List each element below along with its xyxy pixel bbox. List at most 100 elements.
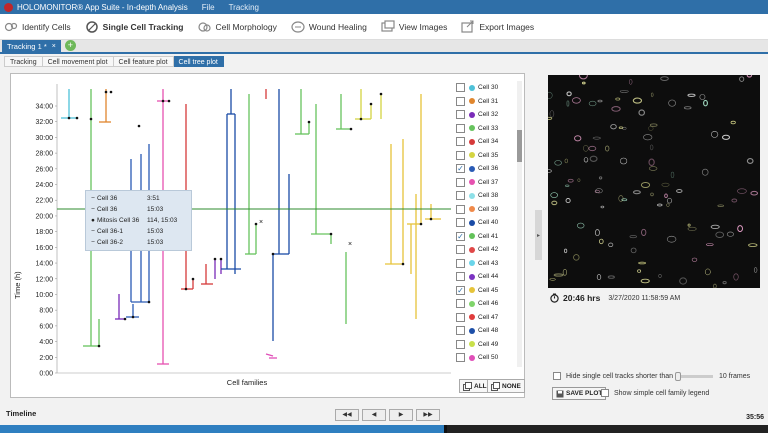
close-tab-icon[interactable]: × xyxy=(51,42,56,50)
subtab-cell-movement-plot[interactable]: Cell movement plot xyxy=(42,56,114,67)
legend-color-swatch xyxy=(469,138,475,145)
menu-tracking[interactable]: Tracking xyxy=(228,2,259,12)
legend-checkbox[interactable] xyxy=(456,204,465,214)
skip-to-end-button[interactable]: ▶▶ xyxy=(416,409,440,421)
image-time-info: 20:46 hrs 3/27/2020 11:58:59 AM xyxy=(550,293,680,303)
panel-collapse-handle[interactable]: ▸ xyxy=(535,210,542,260)
legend-checkbox[interactable] xyxy=(456,339,465,349)
legend-item-cell-42[interactable]: Cell 42 xyxy=(456,243,514,257)
cell-outline xyxy=(583,157,589,163)
microscopy-image[interactable] xyxy=(548,75,760,288)
legend-item-cell-49[interactable]: Cell 49 xyxy=(456,338,514,352)
wound-healing-label: Wound Healing xyxy=(308,21,367,32)
select-all-button[interactable]: ALL xyxy=(459,379,491,393)
legend-item-cell-35[interactable]: Cell 35 xyxy=(456,149,514,163)
legend-item-cell-41[interactable]: ▷✓Cell 41 xyxy=(456,230,514,244)
cell-outline xyxy=(597,99,603,103)
legend-checkbox[interactable] xyxy=(456,326,465,336)
identify-cells-button[interactable]: Identify Cells xyxy=(4,20,71,34)
cell-outline xyxy=(620,157,628,165)
cell-outline xyxy=(565,198,571,204)
cell-morphology-icon xyxy=(197,20,212,34)
legend-item-cell-39[interactable]: Cell 39 xyxy=(456,203,514,217)
legend-item-cell-47[interactable]: ▷Cell 47 xyxy=(456,311,514,325)
legend-checkbox[interactable] xyxy=(456,177,465,187)
legend-checkbox[interactable] xyxy=(456,137,465,147)
legend-scroll-thumb[interactable] xyxy=(517,130,522,162)
add-tab-button[interactable]: + xyxy=(64,40,76,51)
document-tab-bar: Tracking 1 * × + xyxy=(0,40,768,54)
identify-cells-label: Identify Cells xyxy=(22,21,71,32)
legend-checkbox[interactable] xyxy=(456,191,465,201)
legend-checkbox[interactable] xyxy=(456,150,465,160)
subtab-cell-tree-plot[interactable]: Cell tree plot xyxy=(173,56,224,67)
mitosis-marker xyxy=(131,315,135,319)
legend-checkbox[interactable] xyxy=(456,299,465,309)
wound-healing-button[interactable]: Wound Healing xyxy=(291,20,367,34)
menu-file[interactable]: File xyxy=(201,2,215,12)
legend-item-cell-37[interactable]: Cell 37 xyxy=(456,176,514,190)
legend-checkbox[interactable] xyxy=(456,110,465,120)
cell-family-branch xyxy=(265,353,277,359)
cell-outline xyxy=(710,224,720,230)
legend-item-cell-45[interactable]: ▷✓Cell 45 xyxy=(456,284,514,298)
legend-item-cell-48[interactable]: Cell 48 xyxy=(456,324,514,338)
legend-label: Cell 35 xyxy=(478,151,499,159)
legend-checkbox[interactable] xyxy=(456,123,465,133)
subtab-tracking[interactable]: Tracking xyxy=(4,56,43,67)
legend-label: Cell 49 xyxy=(478,340,499,348)
tab-tracking-1[interactable]: Tracking 1 * × xyxy=(2,40,61,52)
legend-item-cell-31[interactable]: Cell 31 xyxy=(456,95,514,109)
legend-item-cell-34[interactable]: Cell 34 xyxy=(456,135,514,149)
legend-item-cell-36[interactable]: ▷✓Cell 36 xyxy=(456,162,514,176)
cell-outline xyxy=(610,124,617,130)
legend-checkbox[interactable]: ✓ xyxy=(456,285,465,295)
legend-checkbox[interactable]: ✓ xyxy=(456,164,465,174)
cell-morphology-button[interactable]: Cell Morphology xyxy=(197,20,277,34)
legend-checkbox[interactable]: ✓ xyxy=(456,231,465,241)
legend-item-cell-50[interactable]: Cell 50 xyxy=(456,351,514,365)
cell-outline xyxy=(717,204,724,207)
legend-checkbox[interactable] xyxy=(456,245,465,255)
legend-item-cell-43[interactable]: Cell 43 xyxy=(456,257,514,271)
mitosis-marker xyxy=(75,116,79,120)
legend-checkbox[interactable] xyxy=(456,258,465,268)
select-none-button[interactable]: NONE xyxy=(487,379,525,393)
legend-checkbox[interactable] xyxy=(456,312,465,322)
simple-legend-checkbox[interactable] xyxy=(601,389,609,397)
legend-checkbox[interactable] xyxy=(456,83,465,93)
export-images-button[interactable]: Export Images xyxy=(461,20,534,34)
slider-knob[interactable] xyxy=(675,371,681,381)
cell-outline xyxy=(605,145,610,152)
legend-label: Cell 45 xyxy=(478,286,499,294)
legend-scrollbar[interactable] xyxy=(517,81,522,367)
legend-checkbox[interactable] xyxy=(456,96,465,106)
view-images-button[interactable]: View Images xyxy=(381,19,447,34)
legend-checkbox[interactable] xyxy=(456,353,465,363)
legend-item-cell-44[interactable]: Cell 44 xyxy=(456,270,514,284)
legend-color-swatch xyxy=(469,273,475,280)
legend-item-cell-32[interactable]: Cell 32 xyxy=(456,108,514,122)
step-forward-button[interactable]: ▶ xyxy=(389,409,413,421)
legend-color-swatch xyxy=(469,98,475,105)
legend-item-cell-33[interactable]: Cell 33 xyxy=(456,122,514,136)
mitosis-marker xyxy=(219,257,223,261)
mitosis-marker xyxy=(147,300,151,304)
single-cell-tracking-button[interactable]: Single Cell Tracking xyxy=(85,20,183,34)
step-back-button[interactable]: ◀ xyxy=(362,409,386,421)
legend-item-cell-30[interactable]: Cell 30 xyxy=(456,81,514,95)
legend-checkbox[interactable] xyxy=(456,218,465,228)
line-marker-icon: − xyxy=(91,228,95,235)
hide-short-tracks-checkbox[interactable] xyxy=(553,372,561,380)
mitosis-marker xyxy=(137,124,141,128)
timeline-cursor[interactable] xyxy=(444,425,448,433)
save-plot-button[interactable]: SAVE PLOT xyxy=(552,387,607,400)
mitosis-marker xyxy=(109,90,113,94)
legend-item-cell-40[interactable]: Cell 40 xyxy=(456,216,514,230)
min-frames-slider[interactable] xyxy=(675,371,713,381)
legend-item-cell-38[interactable]: Cell 38 xyxy=(456,189,514,203)
subtab-cell-feature-plot[interactable]: Cell feature plot xyxy=(113,56,174,67)
legend-item-cell-46[interactable]: Cell 46 xyxy=(456,297,514,311)
legend-checkbox[interactable] xyxy=(456,272,465,282)
skip-to-start-button[interactable]: ◀◀ xyxy=(335,409,359,421)
